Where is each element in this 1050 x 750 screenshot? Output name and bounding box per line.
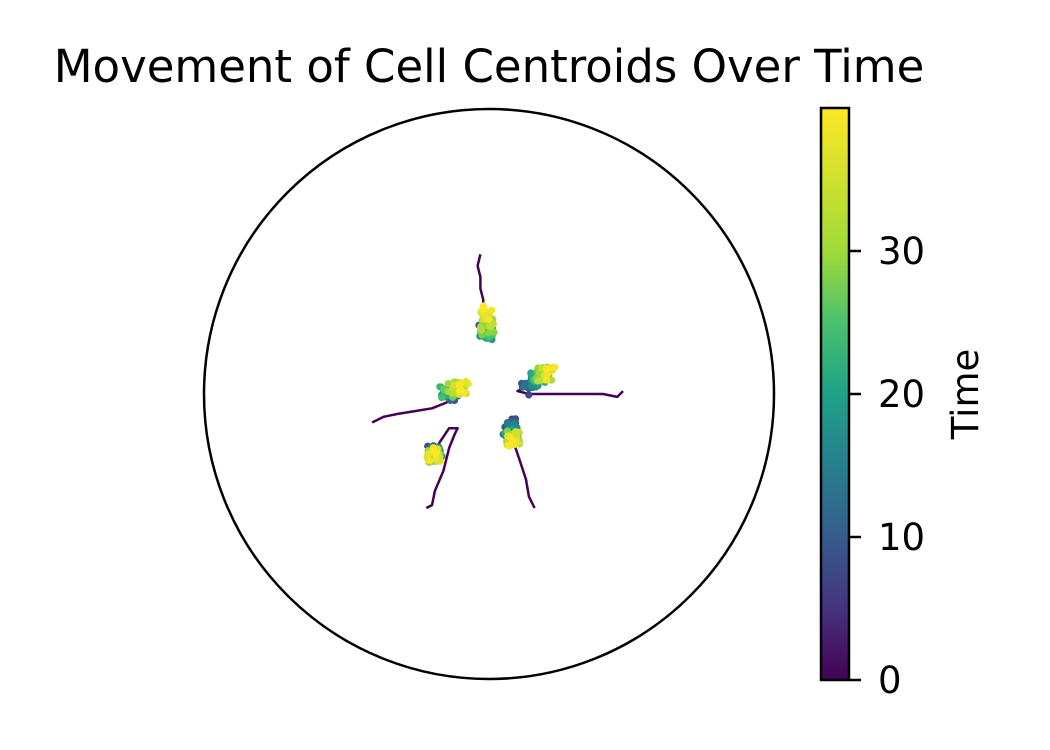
centroid-point — [506, 433, 514, 442]
centroid-point — [430, 447, 438, 455]
circular-boundary — [202, 107, 776, 681]
colorbar-tick-label: 20 — [878, 373, 925, 416]
colorbar: 0 10 20 30 Time — [819, 106, 987, 702]
centroid-point — [488, 306, 496, 314]
cell-track-2 — [516, 363, 624, 399]
colorbar-ticks: 0 10 20 30 — [849, 230, 925, 702]
cell-track-3 — [499, 415, 536, 509]
centroid-point — [551, 363, 559, 371]
centroid-point — [527, 369, 535, 377]
centroid-point — [485, 315, 493, 323]
cell-track-4 — [423, 426, 459, 510]
centroid-point — [543, 365, 551, 373]
centroid-point — [543, 376, 551, 384]
plot-area — [202, 107, 776, 681]
chart-title: Movement of Cell Centroids Over Time — [54, 40, 925, 93]
centroid-point — [457, 385, 465, 393]
centroid-point — [425, 457, 433, 465]
centroid-point — [444, 380, 452, 388]
cell-track-1 — [475, 254, 498, 344]
centroid-point — [489, 320, 497, 328]
centroid-point — [480, 305, 488, 313]
centroid-point — [520, 382, 528, 391]
centroid-point — [543, 370, 551, 378]
centroid-point — [438, 394, 446, 402]
colorbar-tick-label: 10 — [878, 516, 925, 559]
centroid-point — [477, 326, 486, 334]
colorbar-tick-label: 0 — [878, 659, 902, 702]
colorbar-gradient — [819, 106, 851, 682]
track-path-early — [516, 387, 624, 399]
centroid-point — [503, 419, 511, 427]
colorbar-tick-label: 30 — [878, 230, 925, 273]
cell-track-5 — [371, 377, 472, 424]
cell-tracks — [371, 254, 624, 510]
centroid-point — [505, 442, 513, 450]
track-path-early — [425, 426, 459, 510]
colorbar-label: Time — [944, 349, 987, 441]
centroid-point — [525, 391, 533, 399]
centroid-point — [534, 377, 542, 385]
